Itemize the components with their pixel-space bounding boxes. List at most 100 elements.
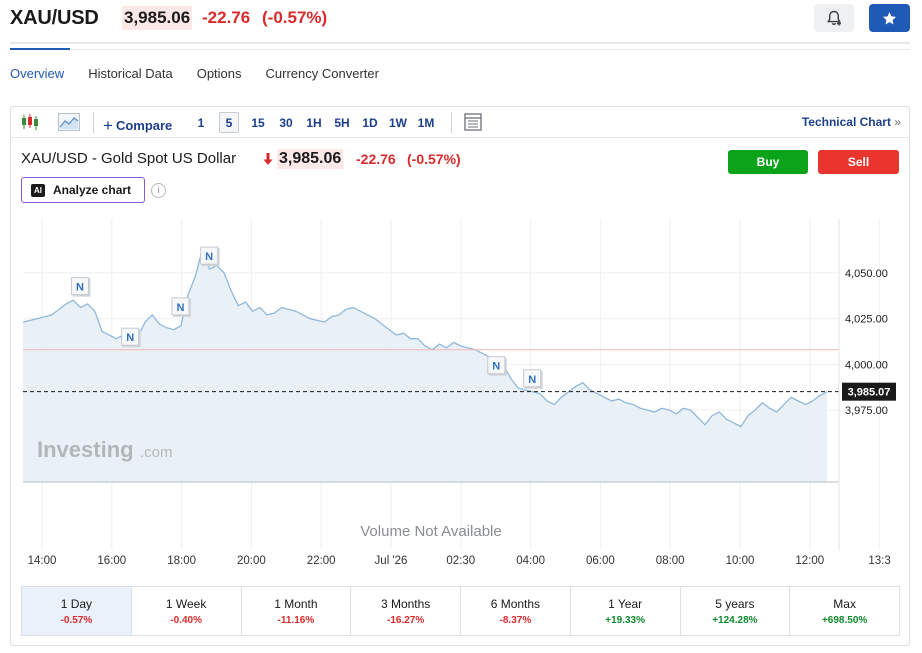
toolbar-separator	[93, 112, 94, 133]
active-tab-indicator	[10, 48, 70, 50]
x-axis-tick-label: 13:3	[868, 555, 890, 567]
period-label: 5 years	[715, 597, 755, 611]
y-axis-tick-label: 4,025.00	[845, 314, 888, 326]
x-axis-tick-label: 08:00	[656, 555, 685, 567]
chart-settings-button[interactable]	[462, 112, 484, 132]
buy-button[interactable]: Buy	[728, 150, 808, 174]
news-marker[interactable]: N	[523, 369, 543, 389]
period-5-years[interactable]: 5 years +124.28%	[681, 587, 791, 635]
tab-overview[interactable]: Overview	[10, 66, 65, 81]
period-label: 1 Year	[608, 597, 643, 611]
period-value: +698.50%	[821, 615, 868, 626]
period-max[interactable]: Max +698.50%	[790, 587, 899, 635]
y-axis-tick-label: 3,975.00	[845, 405, 888, 417]
period-6-months[interactable]: 6 Months -8.37%	[461, 587, 571, 635]
instrument-tabs: Overview Historical Data Options Currenc…	[10, 66, 403, 84]
news-marker-box	[523, 369, 542, 388]
chart-toolbar: + Compare 1 5 15 30 1H 5H 1D 1W 1M Techni…	[11, 107, 909, 138]
timeframe-5h[interactable]: 5H	[334, 115, 350, 130]
instrument-title: XAU/USD - Gold Spot US Dollar	[21, 150, 237, 167]
period-1-year[interactable]: 1 Year +19.33%	[571, 587, 681, 635]
period-3-months[interactable]: 3 Months -16.27%	[351, 587, 461, 635]
x-axis-tick-label: 20:00	[237, 555, 266, 567]
info-icon[interactable]: i	[151, 183, 166, 198]
analyze-chart-label: Analyze chart	[53, 183, 132, 197]
timeframe-5[interactable]: 5	[219, 112, 239, 133]
news-marker-label: N	[492, 361, 500, 373]
y-axis-tick-label: 4,050.00	[845, 268, 888, 280]
tab-options[interactable]: Options	[196, 66, 242, 81]
price-change: -22.76	[202, 8, 251, 27]
period-value: -16.27%	[387, 615, 425, 626]
news-marker-box	[200, 246, 219, 265]
period-value: +19.33%	[605, 615, 645, 626]
compare-label: Compare	[115, 118, 173, 133]
current-price-label-bg	[842, 382, 896, 401]
timeframe-1w[interactable]: 1W	[389, 115, 407, 130]
news-marker[interactable]: N	[171, 297, 191, 317]
timeframe-15[interactable]: 15	[251, 115, 265, 130]
news-marker-label: N	[176, 302, 184, 314]
timeframe-1[interactable]: 1	[197, 115, 205, 130]
news-marker-label: N	[528, 374, 536, 386]
technical-chart-link[interactable]: Technical Chart »	[802, 115, 901, 129]
instrument-change: -22.76	[356, 151, 396, 167]
area-chart-button[interactable]	[57, 112, 81, 132]
double-chevron-right-icon: »	[894, 115, 901, 129]
timeframe-1d[interactable]: 1D	[362, 115, 378, 130]
x-axis-tick-label: 22:00	[307, 555, 336, 567]
news-marker-box	[70, 277, 89, 296]
investing-watermark-suffix: .com	[140, 444, 173, 461]
timeframe-30[interactable]: 30	[279, 115, 293, 130]
bell-plus-icon	[827, 10, 841, 26]
analyze-chart-button[interactable]: AI Analyze chart	[21, 177, 145, 203]
news-marker-label: N	[126, 332, 134, 344]
timeframe-1m[interactable]: 1M	[417, 115, 435, 130]
create-alert-button[interactable]	[814, 4, 854, 32]
period-value: -0.57%	[60, 615, 93, 626]
news-marker[interactable]: N	[121, 327, 141, 348]
period-value: -8.37%	[499, 615, 532, 626]
quote-header: XAU/USD 3,985.06 -22.76 (-0.57%)	[0, 0, 922, 42]
news-marker[interactable]: N	[200, 246, 220, 267]
x-axis-tick-label: Jul '26	[375, 555, 408, 567]
arrow-down-icon	[263, 153, 273, 165]
x-axis-tick-label: 18:00	[167, 555, 196, 567]
price-change-percent: (-0.57%)	[262, 8, 328, 27]
performance-periods: 1 Day -0.57% 1 Week -0.40% 1 Month -11.1…	[21, 586, 900, 636]
news-marker-box	[121, 327, 140, 346]
period-label: 3 Months	[380, 597, 431, 611]
sell-button[interactable]: Sell	[818, 150, 899, 174]
x-axis-tick-label: 06:00	[586, 555, 615, 567]
period-1-month[interactable]: 1 Month -11.16%	[242, 587, 352, 635]
x-axis-tick-label: 12:00	[795, 555, 824, 567]
news-marker[interactable]: N	[70, 277, 91, 297]
chart-card: + Compare 1 5 15 30 1H 5H 1D 1W 1M Techni…	[10, 106, 910, 646]
period-value: +124.28%	[712, 615, 758, 626]
star-icon	[882, 11, 897, 24]
tabs-divider	[10, 49, 910, 50]
candlestick-chart-button[interactable]	[19, 112, 41, 132]
period-label: 6 Months	[490, 597, 541, 611]
price-chart[interactable]: 4,050.00 4,025.00 4,000.00 3,975.00 3,985.07…	[11, 107, 909, 577]
period-1-week[interactable]: 1 Week -0.40%	[132, 587, 242, 635]
news-marker[interactable]: N	[487, 356, 507, 376]
price-area-fill	[23, 249, 827, 482]
toolbar-separator	[451, 112, 452, 133]
timeframe-1h[interactable]: 1H	[306, 115, 322, 130]
period-label: 1 Week	[165, 597, 207, 611]
candlestick-icon	[22, 114, 38, 130]
symbol-title: XAU/USD	[10, 7, 99, 29]
tab-historical-data[interactable]: Historical Data	[88, 66, 173, 81]
add-to-watchlist-button[interactable]	[869, 4, 910, 32]
x-axis-tick-label: 02:30	[446, 555, 475, 567]
header-divider	[10, 42, 910, 44]
x-axis-tick-label: 14:00	[28, 555, 57, 567]
tab-currency-converter[interactable]: Currency Converter	[265, 66, 379, 81]
current-price-label: 3,985.07	[848, 387, 891, 399]
news-marker-box	[487, 356, 506, 375]
x-axis-tick-label: 10:00	[726, 555, 755, 567]
compare-button[interactable]: + Compare	[103, 115, 172, 135]
period-1-day[interactable]: 1 Day -0.57%	[22, 587, 132, 635]
investing-watermark: Investing	[37, 437, 134, 462]
